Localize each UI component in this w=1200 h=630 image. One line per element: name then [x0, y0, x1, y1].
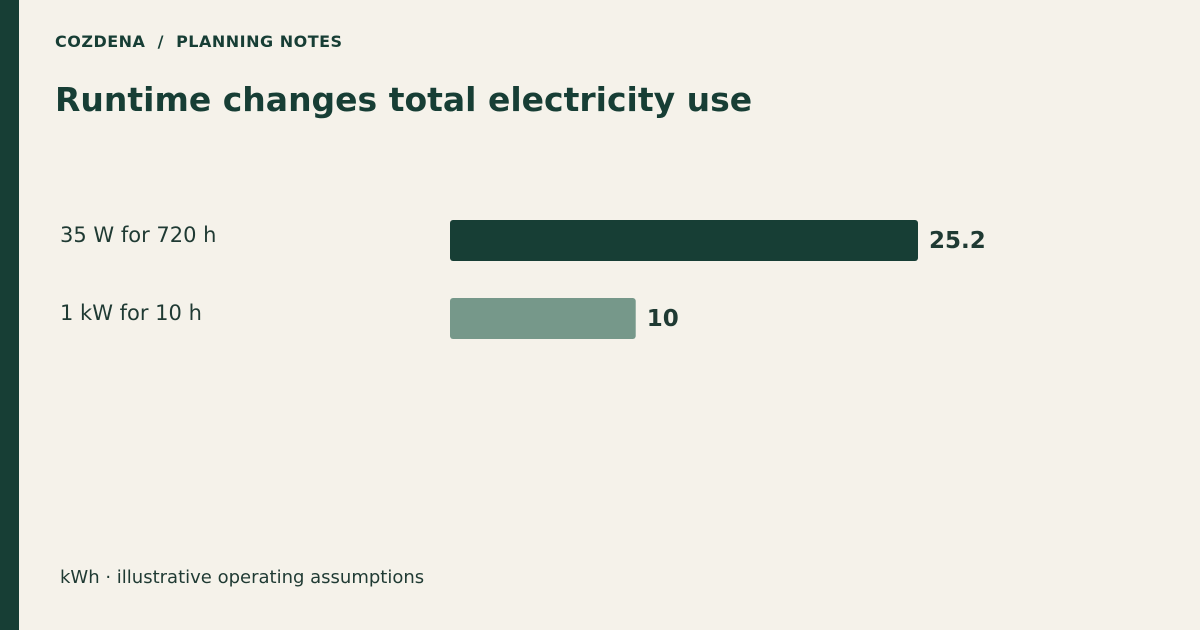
bar-1-kw-for-10-h [450, 298, 636, 339]
chart-footnote: kWh · illustrative operating assumptions [60, 567, 425, 588]
value-label-1-kw-for-10-h: 10 [647, 306, 679, 332]
breadcrumb-separator: / [157, 32, 164, 51]
section-name: PLANNING NOTES [176, 32, 343, 51]
breadcrumb: COZDENA / PLANNING NOTES [55, 32, 343, 51]
value-label-35-w-for-720-h: 25.2 [929, 228, 986, 254]
category-label-35-w-for-720-h: 35 W for 720 h [60, 223, 216, 247]
bar-35-w-for-720-h [450, 220, 918, 261]
page-title: Runtime changes total electricity use [55, 80, 753, 119]
brand-name: COZDENA [55, 32, 146, 51]
accent-stripe [0, 0, 19, 630]
category-label-1-kw-for-10-h: 1 kW for 10 h [60, 301, 202, 325]
